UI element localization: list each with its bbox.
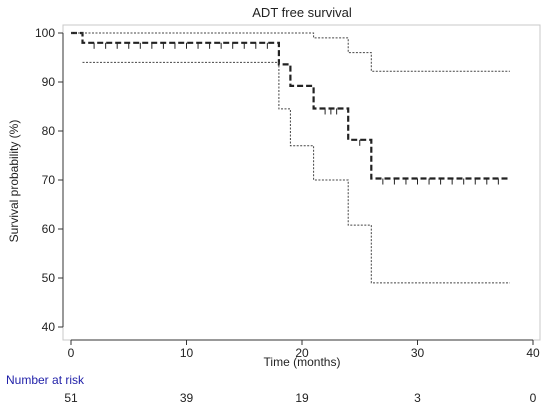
series-lower-ci-line bbox=[82, 61, 510, 284]
y-tick-label: 80 bbox=[42, 124, 56, 138]
y-tick-label: 100 bbox=[35, 26, 55, 40]
risk-count: 39 bbox=[179, 391, 194, 405]
y-tick-label: 70 bbox=[42, 173, 56, 187]
x-tick-label: 10 bbox=[180, 346, 194, 360]
x-tick-label: 0 bbox=[68, 346, 75, 360]
risk-count: 0 bbox=[529, 391, 537, 405]
x-tick-label: 40 bbox=[526, 346, 540, 360]
risk-count: 51 bbox=[64, 391, 78, 405]
survival-chart: ADT free survival 40 50 60 70 80 90 100 0 10 20 3… bbox=[7, 5, 541, 369]
x-ticks: 0 10 20 30 40 bbox=[68, 340, 540, 360]
y-axis-label: Survival probability (%) bbox=[7, 120, 21, 243]
y-tick-label: 50 bbox=[42, 271, 56, 285]
risk-count: 3 bbox=[414, 391, 421, 405]
series-upper-ci-line bbox=[71, 32, 510, 72]
risk-table-title: Number at risk bbox=[6, 373, 85, 387]
series-estimate-line bbox=[71, 31, 510, 180]
y-ticks: 40 50 60 70 80 90 100 bbox=[35, 26, 63, 334]
plot-frame bbox=[62, 24, 541, 341]
y-tick-label: 60 bbox=[42, 222, 56, 236]
x-axis-label: Time (months) bbox=[264, 355, 341, 369]
x-tick-label: 30 bbox=[411, 346, 425, 360]
y-tick-label: 90 bbox=[42, 75, 56, 89]
y-tick-label: 40 bbox=[42, 320, 56, 334]
risk-count: 19 bbox=[295, 391, 309, 405]
series-layer bbox=[71, 31, 510, 284]
chart-title: ADT free survival bbox=[252, 5, 352, 20]
x-tick-label: 20 bbox=[295, 346, 309, 360]
